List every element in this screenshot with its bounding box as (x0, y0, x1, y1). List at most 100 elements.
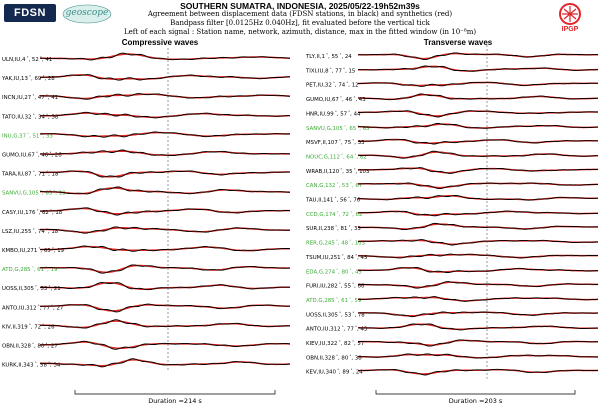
data-trace (358, 138, 598, 145)
degree-mark: ° (31, 227, 34, 232)
station-distance: , 84 (344, 255, 355, 261)
degree-mark: ° (336, 368, 339, 373)
station-label: WRAB,II,120 °, 35 °, 103 (306, 167, 369, 175)
data-trace (40, 245, 290, 252)
degree-mark: ° (48, 151, 51, 156)
station-distance: , 72 (31, 324, 41, 330)
degree-mark: ° (345, 81, 348, 86)
figure-subtitle-1: Agreement between displacement data (FDS… (147, 10, 453, 18)
station-label: FURI,IU,282 °, 55 °, 66 (306, 282, 365, 290)
station-row: NOUC,G,112 °, 64 °, 62 (306, 150, 598, 160)
station-distance: , 72 (339, 212, 349, 218)
synthetic-trace (358, 65, 599, 72)
station-max: , 41 (48, 95, 58, 101)
station-name: KEV,IU,340 (306, 370, 336, 376)
data-trace (358, 123, 598, 129)
station-name: MSVF,II,107 (306, 140, 338, 146)
geoscope-logo-mark (62, 4, 112, 24)
data-trace (40, 170, 290, 178)
station-distance: , 35 (342, 169, 352, 175)
degree-mark: ° (51, 246, 54, 251)
data-trace (358, 281, 598, 289)
station-distance: , 53 (339, 183, 349, 189)
station-label: GUMO,IU,67 °, 46 °, 43 (306, 95, 366, 103)
station-row: TSUM,IU,251 °, 84 °, 45 (305, 253, 598, 261)
station-name: OBN,II,328 (306, 355, 335, 361)
station-row: GUMO,IU,67 °, 46 °, 43 (306, 93, 599, 103)
data-trace (358, 93, 599, 101)
station-distance: , 64 (343, 154, 354, 160)
data-trace (39, 340, 290, 350)
station-distance: , 61 (338, 298, 348, 304)
station-distance: , 74 (34, 229, 45, 235)
station-row: CCD,G,174 °, 72 °, 62 (306, 210, 599, 218)
station-max: , 33 (43, 133, 53, 139)
station-distance: , 82 (341, 341, 351, 347)
station-label: TATO,IU,32 °, 34 °, 58 (1, 112, 59, 120)
station-distance: , 61 (34, 267, 44, 273)
station-name: KURK,II,343 (2, 363, 34, 369)
degree-mark: ° (349, 210, 352, 215)
degree-mark: ° (341, 325, 344, 330)
station-max: , 45 (352, 269, 362, 275)
station-label: KIV,II,319 °, 72 °, 26 (2, 322, 55, 330)
station-row: KURK,II,343 °, 58 °, 34 (2, 358, 291, 369)
station-label: TSUM,IU,251 °, 84 °, 45 (305, 253, 367, 261)
station-name: SANVU,G,105 (306, 126, 343, 132)
station-row: ANTO,IU,312 °, 77 °, 43 (306, 323, 598, 333)
station-label: SANVU,G,105 °, 65 °, 65 (306, 124, 370, 132)
station-name: EDA,G,274 (306, 269, 336, 275)
degree-mark: ° (340, 152, 343, 157)
degree-mark: ° (347, 109, 350, 114)
data-trace (358, 81, 599, 87)
station-distance: , 52 (28, 57, 38, 63)
degree-mark: ° (348, 267, 351, 272)
station-row: OBN,II,328 °, 80 °, 27 (2, 340, 291, 350)
station-name: PET,IU,32 (306, 83, 332, 89)
degree-mark: ° (329, 66, 332, 71)
station-name: SUR,II,238 (306, 226, 335, 232)
degree-mark: ° (35, 208, 38, 213)
degree-mark: ° (334, 109, 337, 114)
station-max: , 19 (54, 248, 65, 254)
data-trace (358, 110, 599, 118)
data-trace (358, 182, 598, 190)
degree-mark: ° (342, 66, 345, 71)
degree-mark: ° (338, 282, 341, 287)
station-label: ATD,G,285 °, 61 °, 59 (306, 296, 362, 304)
station-distance: , 46 (38, 153, 49, 159)
data-trace (40, 149, 291, 157)
station-row: KIEV,IU,322 °, 82 °, 57 (306, 339, 599, 347)
station-name: KMBO,IU,271 (2, 248, 37, 254)
station-row: GUMO,IU,67 °, 46 °, 26 (2, 149, 291, 159)
station-max: , 43 (357, 327, 367, 333)
data-trace (40, 358, 291, 368)
station-label: OBN,II,328 °, 80 °, 38 (306, 353, 362, 361)
degree-mark: ° (338, 310, 341, 315)
station-max: , 12 (348, 83, 358, 89)
station-row: LSZ,IU,255 °, 74 °, 18 (2, 226, 291, 235)
degree-mark: ° (32, 112, 35, 117)
panel-title: Transverse waves (424, 38, 493, 47)
station-row: SANVU,G,105 °, 65 °, 65 (306, 123, 598, 132)
station-max: , 41 (42, 57, 52, 63)
station-max: , 26 (44, 324, 55, 330)
station-max: , 19 (47, 267, 58, 273)
station-row: FURI,IU,282 °, 55 °, 66 (306, 281, 598, 290)
data-trace (358, 296, 598, 302)
station-name: WRAB,II,120 (306, 169, 340, 175)
station-max: , 59 (351, 298, 362, 304)
degree-mark: ° (34, 284, 37, 289)
station-label: ANTO,IU,312 °, 77 °, 27 (2, 303, 63, 311)
degree-mark: ° (354, 325, 357, 330)
station-distance: , 77 (40, 305, 50, 311)
station-label: PET,IU,32 °, 74 °, 12 (306, 81, 359, 89)
degree-mark: ° (351, 282, 354, 287)
station-label: GUMO,IU,67 °, 46 °, 26 (2, 151, 62, 159)
station-distance: , 51 (29, 133, 39, 139)
ipgp-logo: IPGP (548, 2, 592, 36)
station-max: , 24 (352, 370, 363, 376)
degree-mark: ° (335, 353, 338, 358)
